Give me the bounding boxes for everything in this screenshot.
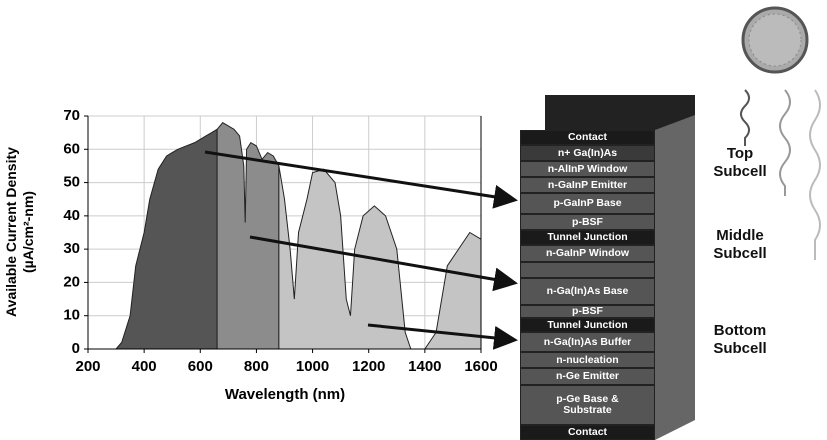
layer: Tunnel Junction [520,318,655,332]
y-tick-label: 70 [63,107,80,124]
y-tick-label: 40 [63,207,80,224]
light-ray [810,90,820,260]
x-tick-label: 200 [75,358,100,375]
x-tick-label: 1400 [408,358,441,375]
layer: p-BSF [520,214,655,230]
y-tick-label: 30 [63,240,80,257]
y-tick-label: 10 [63,307,80,324]
y-tick-label: 60 [63,140,80,157]
layer: n-nucleation [520,352,655,368]
y-axis-label: Available Current Density (µA/cm²-nm) [3,127,37,337]
layer: p-GaInP Base [520,193,655,214]
x-axis-label: Wavelength (nm) [225,386,345,403]
layer: n-Ga(In)As Base [520,278,655,305]
x-tick-label: 600 [188,358,213,375]
layer: p-Ge Base & Substrate [520,385,655,425]
layer: p-BSF [520,305,655,318]
light-ray [741,90,749,146]
layer: n-GaInP Emitter [520,177,655,193]
subcell-label: Top Subcell [700,145,780,181]
x-tick-label: 1000 [296,358,329,375]
layer: n-Ga(In)As Buffer [520,332,655,352]
subcell-label: Middle Subcell [700,227,780,263]
subcell-label: Bottom Subcell [700,322,780,358]
layer: n-Ge Emitter [520,368,655,385]
x-tick-label: 400 [132,358,157,375]
y-tick-label: 0 [72,340,80,357]
x-tick-label: 1600 [464,358,497,375]
y-tick-label: 50 [63,174,80,191]
chart: 0 10 20 30 40 50 60 70 200 400 600 800 1000 1200 1400 1… [0,0,827,440]
layer: n-AlInP Window [520,161,655,177]
page: 0 10 20 30 40 50 60 70 200 400 600 800 1000 1200 1400 1… [0,0,827,440]
layer: n-GaInP Window [520,245,655,262]
x-tick-label: 800 [244,358,269,375]
layer: n+ Ga(In)As [520,145,655,161]
x-tick-label: 1200 [352,358,385,375]
stack-side [655,115,695,440]
light-ray [780,90,790,196]
layer: Tunnel Junction [520,230,655,245]
layer [520,262,655,278]
y-tick-label: 20 [63,273,80,290]
sun-texture [749,14,801,66]
layer: Contact [520,130,655,145]
layer: Contact [520,425,655,440]
